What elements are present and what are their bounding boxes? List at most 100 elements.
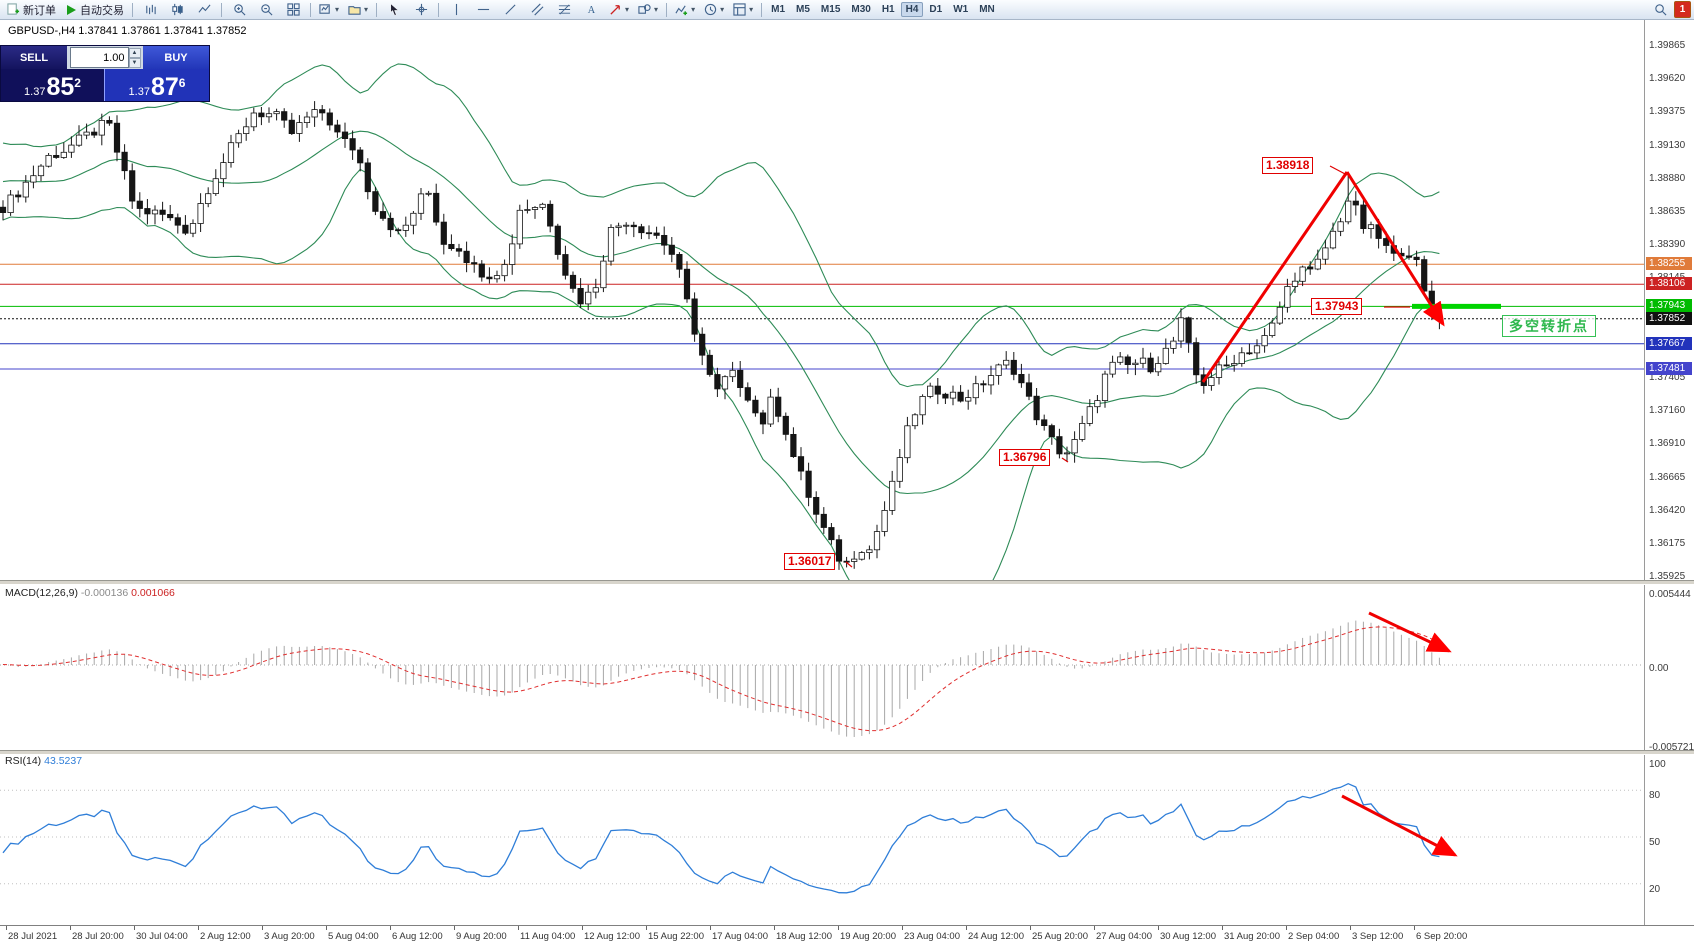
timeframe-button-w1[interactable]: W1 (953, 4, 969, 15)
time-axis[interactable]: 28 Jul 2021 28 Jul 20:00 30 Jul 04:00 2 Aug… (0, 925, 1694, 947)
vertical-line-tool[interactable] (443, 0, 469, 19)
time-axis-label: 5 Aug 04:00 (328, 931, 379, 942)
trend-arrow[interactable] (1201, 171, 1349, 383)
bar-chart-button[interactable] (137, 0, 163, 19)
price-axis-label: 1.36665 (1649, 471, 1686, 483)
price-chart-canvas[interactable] (0, 20, 1644, 580)
timeframe-button-h4[interactable]: H4 (900, 2, 924, 17)
rsi-canvas[interactable] (0, 753, 1644, 925)
autotrading-play-icon (67, 4, 76, 15)
fibonacci-tool[interactable] (551, 0, 577, 19)
time-axis-label: 3 Sep 12:00 (1352, 931, 1404, 942)
horizontal-line-tool[interactable] (470, 0, 496, 19)
time-axis-tick (1350, 926, 1351, 930)
autotrading-button[interactable]: 自动交易 (61, 0, 128, 19)
line-chart-button[interactable] (191, 0, 217, 19)
timeframe-button-mn[interactable]: MN (979, 4, 995, 15)
timeframe-button-m1[interactable]: M1 (771, 4, 786, 15)
macd-axis-label: 0.00 (1649, 663, 1669, 674)
tile-windows-button[interactable] (280, 0, 306, 19)
indicators-button[interactable]: ▾ (671, 0, 699, 19)
profiles-button[interactable]: ▾ (344, 0, 372, 19)
rsi-panel[interactable]: RSI(14) 43.5237 (0, 753, 1644, 925)
trendline-tool[interactable] (497, 0, 523, 19)
one-click-trading-panel: SELL ▲ ▼ BUY 1.37 85 2 1.37 87 6 (0, 45, 210, 102)
time-axis-label: 24 Aug 12:00 (968, 931, 1024, 942)
price-axis-label: 1.36420 (1649, 504, 1686, 516)
tile-windows-icon (286, 3, 300, 16)
bollinger-bands[interactable] (2, 63, 1440, 580)
channel-tool[interactable] (524, 0, 550, 19)
zoom-out-button[interactable] (253, 0, 279, 19)
dropdown-arrow-icon: ▾ (749, 5, 754, 14)
trend-arrow[interactable] (1345, 171, 1445, 327)
timeframe-button-m15[interactable]: M15 (820, 4, 841, 15)
zoom-in-button[interactable] (226, 0, 252, 19)
time-axis-label: 30 Jul 04:00 (136, 931, 188, 942)
main-chart-panel[interactable]: 1.38918 1.37943 1.36796 1.36017 多空转折点 (0, 20, 1644, 580)
timeframe-button-d1[interactable]: D1 (929, 4, 943, 15)
panel-divider-rsi[interactable] (0, 750, 1694, 755)
macd-arrow[interactable] (1368, 611, 1452, 653)
time-axis-tick (902, 926, 903, 930)
time-axis-label: 25 Aug 20:00 (1032, 931, 1088, 942)
price-axis[interactable]: 1.39865 1.39620 1.39375 1.39130 1.38880 1.386… (1644, 20, 1694, 925)
cursor-button[interactable] (381, 0, 407, 19)
time-axis-tick (1158, 926, 1159, 930)
rsi-label: RSI(14) 43.5237 (5, 755, 82, 767)
time-axis-tick (326, 926, 327, 930)
time-axis-tick (518, 926, 519, 930)
arrows-tool[interactable]: ▾ (605, 0, 633, 19)
time-axis-label: 3 Aug 20:00 (264, 931, 315, 942)
rsi-axis-label: 20 (1649, 884, 1661, 895)
toolbar-separator (132, 2, 133, 17)
time-axis-label: 31 Aug 20:00 (1224, 931, 1280, 942)
new-order-button[interactable]: 新订单 (3, 0, 60, 19)
new-chart-icon (319, 4, 330, 14)
timeframe-button-h1[interactable]: H1 (881, 4, 895, 15)
templates-button[interactable]: ▾ (729, 0, 757, 19)
candlestick-chart-button[interactable] (164, 0, 190, 19)
time-axis-label: 27 Aug 04:00 (1096, 931, 1152, 942)
volume-increment-button[interactable]: ▲ (128, 47, 141, 58)
shapes-tool[interactable]: ▾ (634, 0, 662, 19)
sell-button[interactable]: SELL (1, 46, 67, 69)
new-chart-button[interactable]: ▾ (315, 0, 343, 19)
price-axis-label: 1.36910 (1649, 438, 1686, 450)
sell-price-big: 85 (46, 73, 75, 101)
periods-button[interactable]: ▾ (700, 0, 728, 19)
buy-button[interactable]: BUY (143, 46, 209, 69)
macd-label: MACD(12,26,9) -0.000136 0.001066 (5, 587, 175, 599)
panel-divider-macd[interactable] (0, 580, 1694, 585)
price-axis-label: 1.35925 (1649, 571, 1686, 583)
notification-badge[interactable]: 1 (1674, 1, 1691, 18)
time-axis-tick (198, 926, 199, 930)
time-axis-tick (1286, 926, 1287, 930)
time-axis-tick (390, 926, 391, 930)
price-axis-label: 1.38390 (1649, 239, 1686, 251)
volume-input[interactable] (69, 47, 129, 68)
crosshair-button[interactable] (408, 0, 434, 19)
search-button[interactable] (1647, 0, 1673, 19)
timeframe-button-m5[interactable]: M5 (796, 4, 810, 15)
rsi-arrow[interactable] (1341, 794, 1458, 857)
rsi-axis-label: 50 (1649, 837, 1661, 848)
text-tool[interactable]: A (578, 0, 604, 19)
buy-price[interactable]: 1.37 87 6 (105, 69, 209, 101)
level-axis-label: 1.38106 (1646, 277, 1692, 291)
volume-decrement-button[interactable]: ▼ (128, 57, 141, 68)
chart-title: GBPUSD-,H4 1.37841 1.37861 1.37841 1.378… (6, 25, 249, 37)
dropdown-arrow-icon: ▾ (720, 5, 725, 14)
time-axis-tick (6, 926, 7, 930)
fibonacci-icon (558, 4, 570, 15)
buy-price-big: 87 (150, 73, 179, 101)
macd-canvas[interactable] (0, 585, 1644, 750)
toolbar-separator (221, 2, 222, 17)
time-axis-label: 12 Aug 12:00 (584, 931, 640, 942)
macd-panel[interactable]: MACD(12,26,9) -0.000136 0.001066 (0, 585, 1644, 750)
macd-value-signal: 0.001066 (131, 587, 175, 599)
text-icon: A (587, 5, 595, 16)
sell-price[interactable]: 1.37 85 2 (1, 69, 105, 101)
timeframe-button-m30[interactable]: M30 (851, 4, 871, 15)
price-axis-label: 1.39375 (1649, 106, 1686, 118)
